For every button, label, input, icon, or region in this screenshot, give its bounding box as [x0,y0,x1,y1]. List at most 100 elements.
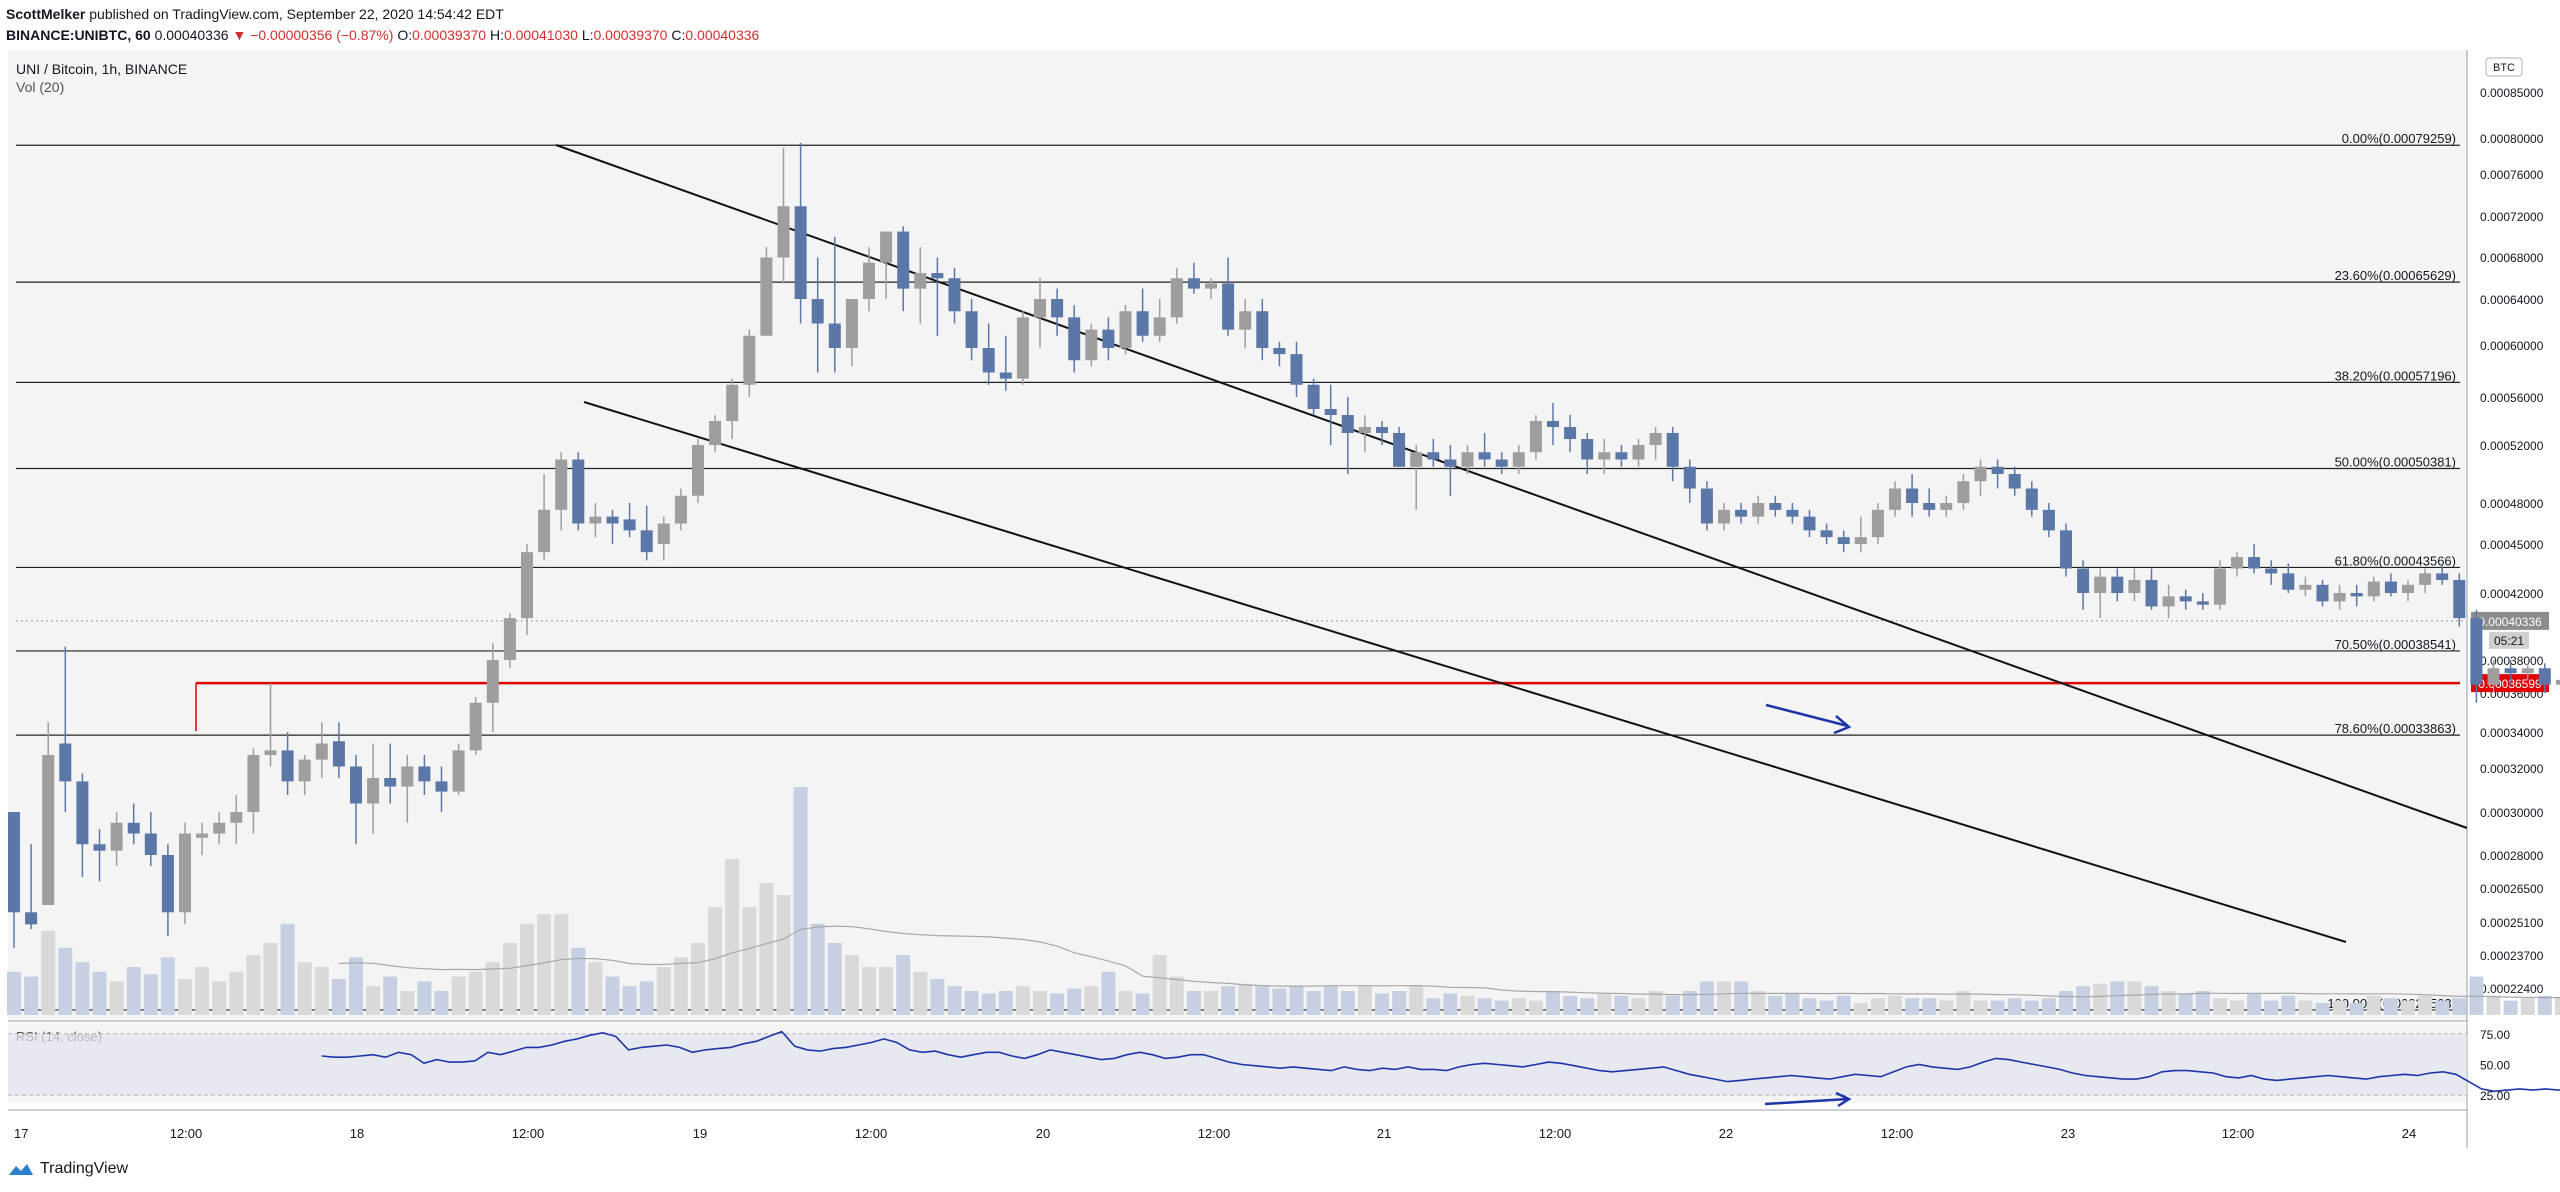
candle-body[interactable] [1102,329,1115,348]
candle-body[interactable] [589,516,602,524]
candle-body[interactable] [572,459,585,524]
candle-body[interactable] [880,231,893,263]
candle-body[interactable] [999,372,1012,379]
candle-body[interactable] [2299,584,2312,590]
candle-body[interactable] [298,759,311,782]
candle-body[interactable] [1034,299,1046,318]
candle-body[interactable] [1820,530,1833,538]
candle-body[interactable] [1529,421,1542,453]
candle-body[interactable] [452,750,465,792]
candle-body[interactable] [332,741,345,767]
candle-body[interactable] [1718,509,1730,524]
author-name[interactable]: ScottMelker [6,6,86,22]
candle-body[interactable] [521,552,533,619]
candle-body[interactable] [1752,503,1765,517]
candle-body[interactable] [845,299,858,348]
candle-body[interactable] [1085,329,1098,361]
candle-body[interactable] [2025,488,2038,510]
tradingview-logo[interactable]: TradingView [8,1160,128,1178]
candle-body[interactable] [2042,509,2055,531]
candle-body[interactable] [2094,576,2107,593]
candle-body[interactable] [2196,601,2209,605]
candle-body[interactable] [350,766,362,804]
candle-body[interactable] [2384,581,2397,593]
candle-body[interactable] [965,311,978,348]
candle-body[interactable] [606,516,619,524]
candle-body[interactable] [674,495,687,524]
candle-body[interactable] [281,750,294,782]
candle-body[interactable] [1786,509,1799,517]
candle-body[interactable] [1341,415,1354,433]
candle-body[interactable] [1854,537,1867,544]
candle-body[interactable] [1598,452,1611,460]
candle-body[interactable] [1906,488,1919,504]
candle-body[interactable] [2436,573,2449,580]
candle-body[interactable] [2402,584,2414,593]
candle-body[interactable] [1735,509,1748,517]
candle-body[interactable] [2487,668,2500,685]
candle-body[interactable] [777,206,790,258]
candle-body[interactable] [1119,311,1132,348]
candle-body[interactable] [657,523,670,545]
price-pane[interactable] [8,50,2467,1020]
candle-body[interactable] [2419,573,2432,585]
candle-body[interactable] [2282,573,2295,590]
candle-body[interactable] [640,530,653,553]
candle-body[interactable] [1957,481,1970,503]
candle-body[interactable] [1273,348,1286,355]
candle-body[interactable] [2333,593,2346,602]
candle-body[interactable] [2350,593,2363,597]
candle-body[interactable] [1940,503,1953,510]
candle-body[interactable] [2231,557,2243,569]
candle-body[interactable] [1547,421,1559,427]
candle-body[interactable] [1358,427,1371,433]
candle-body[interactable] [1324,409,1337,415]
candle-body[interactable] [1871,509,1884,538]
candle-body[interactable] [760,257,773,336]
candle-body[interactable] [1239,311,1252,330]
candle-body[interactable] [692,445,704,496]
candle-body[interactable] [2077,568,2090,594]
candle-body[interactable] [2162,596,2175,607]
candle-body[interactable] [2128,579,2141,593]
candle-body[interactable] [418,766,431,782]
candle-body[interactable] [1136,311,1149,336]
candle-body[interactable] [76,781,89,845]
candle-body[interactable] [1683,466,1696,489]
candle-body[interactable] [435,781,448,792]
candle-body[interactable] [709,421,722,445]
candle-body[interactable] [2213,568,2226,605]
candle-body[interactable] [1290,354,1303,385]
candle-body[interactable] [486,660,499,703]
candle-body[interactable] [1495,459,1508,467]
candle-body[interactable] [503,618,516,660]
currency-badge[interactable] [2485,57,2523,77]
candle-body[interactable] [2248,557,2261,569]
candle-body[interactable] [2316,584,2329,602]
candle-body[interactable] [127,822,140,834]
candle-body[interactable] [948,278,961,312]
candle-body[interactable] [1923,503,1936,510]
candle-body[interactable] [93,844,106,851]
candle-body[interactable] [230,812,243,823]
candle-body[interactable] [2521,668,2534,674]
candle-body[interactable] [1512,452,1525,467]
candle-body[interactable] [25,912,38,925]
candle-body[interactable] [1170,278,1183,318]
candle-body[interactable] [1376,427,1388,433]
candle-body[interactable] [1974,466,1987,482]
candle-body[interactable] [196,833,209,838]
rsi-line[interactable] [321,1030,2560,1093]
candle-body[interactable] [1803,516,1816,531]
candle-body[interactable] [828,323,841,349]
candle-body[interactable] [401,766,414,787]
candle-body[interactable] [555,459,568,510]
candle-body[interactable] [2367,581,2380,597]
candle-body[interactable] [264,750,277,755]
candle-body[interactable] [1769,503,1782,510]
candle-body[interactable] [1700,488,1713,524]
candle-body[interactable] [743,335,756,385]
candle-body[interactable] [623,519,636,531]
candle-body[interactable] [794,206,807,299]
